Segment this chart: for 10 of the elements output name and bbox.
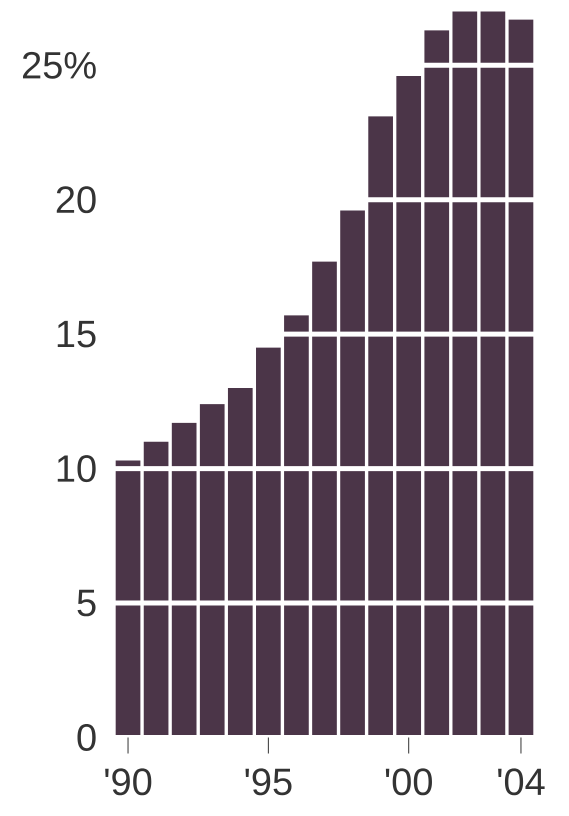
y-tick-label: 10 [58,455,96,482]
y-tick-label: 20 [56,186,96,214]
x-tick-label: '04 [498,768,545,796]
y-tick-label: 15 [58,320,96,348]
y-tick-label: 5 [78,590,96,616]
x-tick-label: '00 [386,768,432,796]
x-tick-label: '95 [246,768,292,796]
x-tick-label: '90 [105,768,152,796]
y-tick-label: 25% [22,52,96,79]
y-tick-label: 0 [77,724,96,751]
